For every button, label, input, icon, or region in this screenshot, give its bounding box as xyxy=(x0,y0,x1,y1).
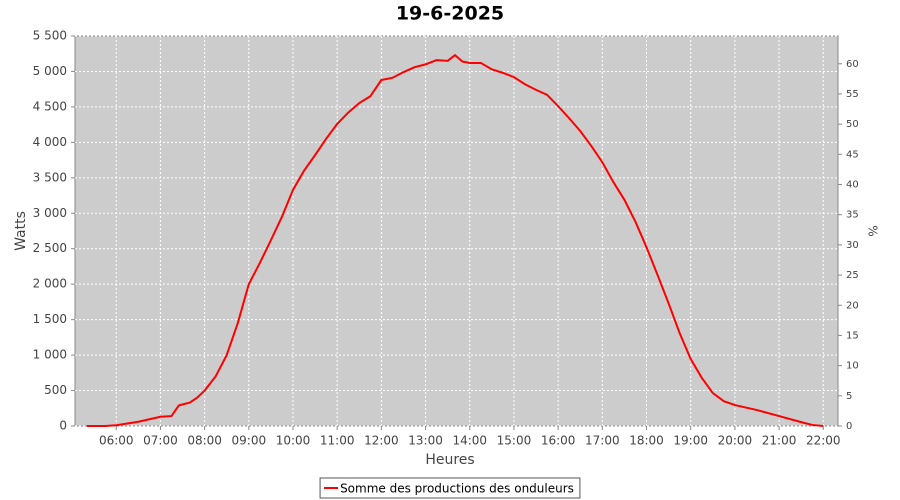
x-tick-label: 13:00 xyxy=(408,434,443,448)
x-tick-label: 19:00 xyxy=(673,434,708,448)
y-tick-label: 4 500 xyxy=(33,99,67,113)
y2-tick-label: 55 xyxy=(846,89,859,100)
x-tick-label: 18:00 xyxy=(629,434,664,448)
y2-tick-label: 50 xyxy=(846,119,859,130)
x-tick-label: 12:00 xyxy=(364,434,399,448)
y-tick-label: 4 000 xyxy=(33,135,67,149)
x-tick-label: 07:00 xyxy=(143,434,178,448)
y2-tick-label: 40 xyxy=(846,180,859,191)
y2-axis-label: % xyxy=(866,225,880,236)
x-tick-label: 11:00 xyxy=(320,434,355,448)
y2-tick-label: 45 xyxy=(846,149,859,160)
x-axis-label: Heures xyxy=(425,452,474,468)
x-tick-label: 17:00 xyxy=(585,434,620,448)
y2-tick-label: 25 xyxy=(846,270,859,281)
y-tick-label: 5 000 xyxy=(33,64,67,78)
y-tick-label: 3 500 xyxy=(33,170,67,184)
x-tick-label: 06:00 xyxy=(99,434,134,448)
y-tick-label: 2 000 xyxy=(33,277,67,291)
x-tick-label: 09:00 xyxy=(232,434,267,448)
y2-tick-label: 35 xyxy=(846,210,859,221)
y-tick-label: 5 500 xyxy=(33,29,67,43)
y2-tick-label: 10 xyxy=(846,361,859,372)
y-tick-label: 0 xyxy=(59,419,67,433)
y-axis-label: Watts xyxy=(13,211,29,251)
y-tick-label: 3 000 xyxy=(33,206,67,220)
legend-label: Somme des productions des onduleurs xyxy=(340,482,574,496)
y2-tick-label: 20 xyxy=(846,300,859,311)
y2-tick-label: 15 xyxy=(846,330,859,341)
x-tick-label: 14:00 xyxy=(452,434,487,448)
x-tick-label: 20:00 xyxy=(718,434,753,448)
plot-area xyxy=(74,35,839,427)
y-tick-label: 1 000 xyxy=(33,348,67,362)
x-tick-label: 08:00 xyxy=(187,434,222,448)
series-line xyxy=(86,53,824,427)
x-tick-label: 10:00 xyxy=(276,434,311,448)
y2-tick-label: 0 xyxy=(846,421,852,432)
x-tick-label: 22:00 xyxy=(806,434,841,448)
y2-tick-label: 60 xyxy=(846,59,859,70)
y2-tick-label: 30 xyxy=(846,240,859,251)
legend-box xyxy=(319,477,581,499)
x-tick-label: 15:00 xyxy=(497,434,532,448)
chart-title: 19-6-2025 xyxy=(396,3,504,25)
y-tick-label: 1 500 xyxy=(33,312,67,326)
y2-tick-label: 5 xyxy=(846,391,852,402)
y-tick-label: 500 xyxy=(44,383,67,397)
x-tick-label: 16:00 xyxy=(541,434,576,448)
y-tick-label: 2 500 xyxy=(33,241,67,255)
x-tick-label: 21:00 xyxy=(762,434,797,448)
